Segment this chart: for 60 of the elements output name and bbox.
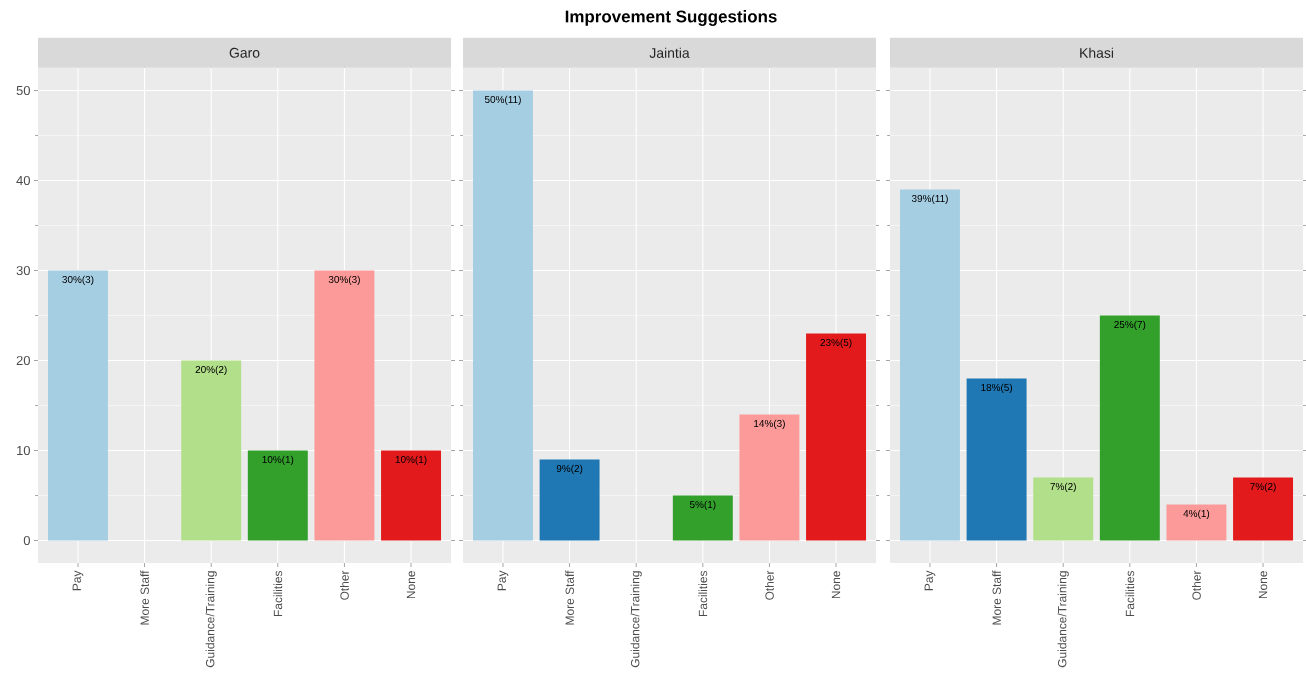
x-tick-label: Guidance/Training — [630, 571, 642, 668]
x-tick-label: More Staff — [140, 570, 149, 625]
data-label: 20%(2) — [195, 365, 227, 375]
bar — [539, 459, 600, 541]
data-label: 30%(3) — [62, 275, 94, 285]
x-tick-label: Pay — [497, 570, 509, 591]
x-tick-label: More Staff — [565, 570, 574, 625]
data-label: 7%(2) — [1050, 482, 1076, 492]
y-tick-label: 0 — [23, 535, 30, 546]
chart-subtitle: Garo — [229, 47, 260, 58]
data-label: 7%(2) — [1250, 482, 1276, 492]
data-label: 25%(7) — [1114, 320, 1146, 330]
bar — [1166, 504, 1227, 541]
bar — [314, 270, 375, 541]
chart-subtitle: Khasi — [1080, 47, 1114, 58]
bar — [900, 189, 960, 541]
data-label: 10%(1) — [262, 455, 294, 465]
data-label: 5%(1) — [689, 500, 716, 510]
data-label: 10%(1) — [395, 455, 427, 465]
data-label: 14%(3) — [754, 419, 785, 429]
y-tick-label: 50 — [16, 85, 30, 96]
data-label: 50%(11) — [484, 95, 521, 105]
y-tick-label: 20 — [16, 355, 30, 366]
y-tick-label: 40 — [16, 175, 30, 186]
x-tick-label: Facilities — [273, 570, 283, 617]
bar — [473, 90, 533, 541]
y-tick-label: 10 — [17, 445, 30, 456]
data-label: 4%(1) — [1183, 509, 1210, 519]
bar — [1099, 315, 1160, 541]
x-tick-label: None — [406, 571, 416, 599]
x-tick-label: Pay — [72, 570, 84, 591]
x-tick-label: Guidance/Training — [205, 571, 217, 668]
bar — [1233, 477, 1294, 541]
data-label: 39%(11) — [911, 194, 948, 204]
x-tick-label: Other — [1192, 570, 1201, 600]
chart-subtitle: Jaintia — [649, 47, 690, 58]
bar — [47, 270, 108, 541]
bar — [806, 333, 867, 541]
data-label: 18%(5) — [981, 383, 1013, 393]
x-tick-label: None — [831, 571, 841, 599]
bar — [247, 450, 308, 541]
data-label: 23%(5) — [820, 338, 852, 348]
x-tick-label: More Staff — [992, 570, 1001, 625]
x-tick-label: Guidance/Training — [1057, 571, 1069, 668]
bar — [739, 414, 800, 541]
y-tick-label: 30 — [16, 265, 30, 276]
x-tick-label: Facilities — [698, 570, 708, 617]
x-tick-label: Other — [340, 570, 349, 600]
x-tick-label: Facilities — [1125, 570, 1135, 617]
data-label: 30%(3) — [328, 275, 360, 285]
x-tick-label: Pay — [924, 570, 936, 591]
bar — [672, 495, 733, 541]
bar — [181, 360, 242, 541]
bar — [966, 378, 1027, 541]
data-label: 9%(2) — [556, 464, 583, 474]
x-tick-label: None — [1258, 571, 1268, 599]
bar — [381, 450, 442, 541]
chart-title: Improvement Suggestions — [565, 10, 777, 26]
x-tick-label: Other — [765, 570, 774, 600]
bar — [1033, 477, 1094, 541]
